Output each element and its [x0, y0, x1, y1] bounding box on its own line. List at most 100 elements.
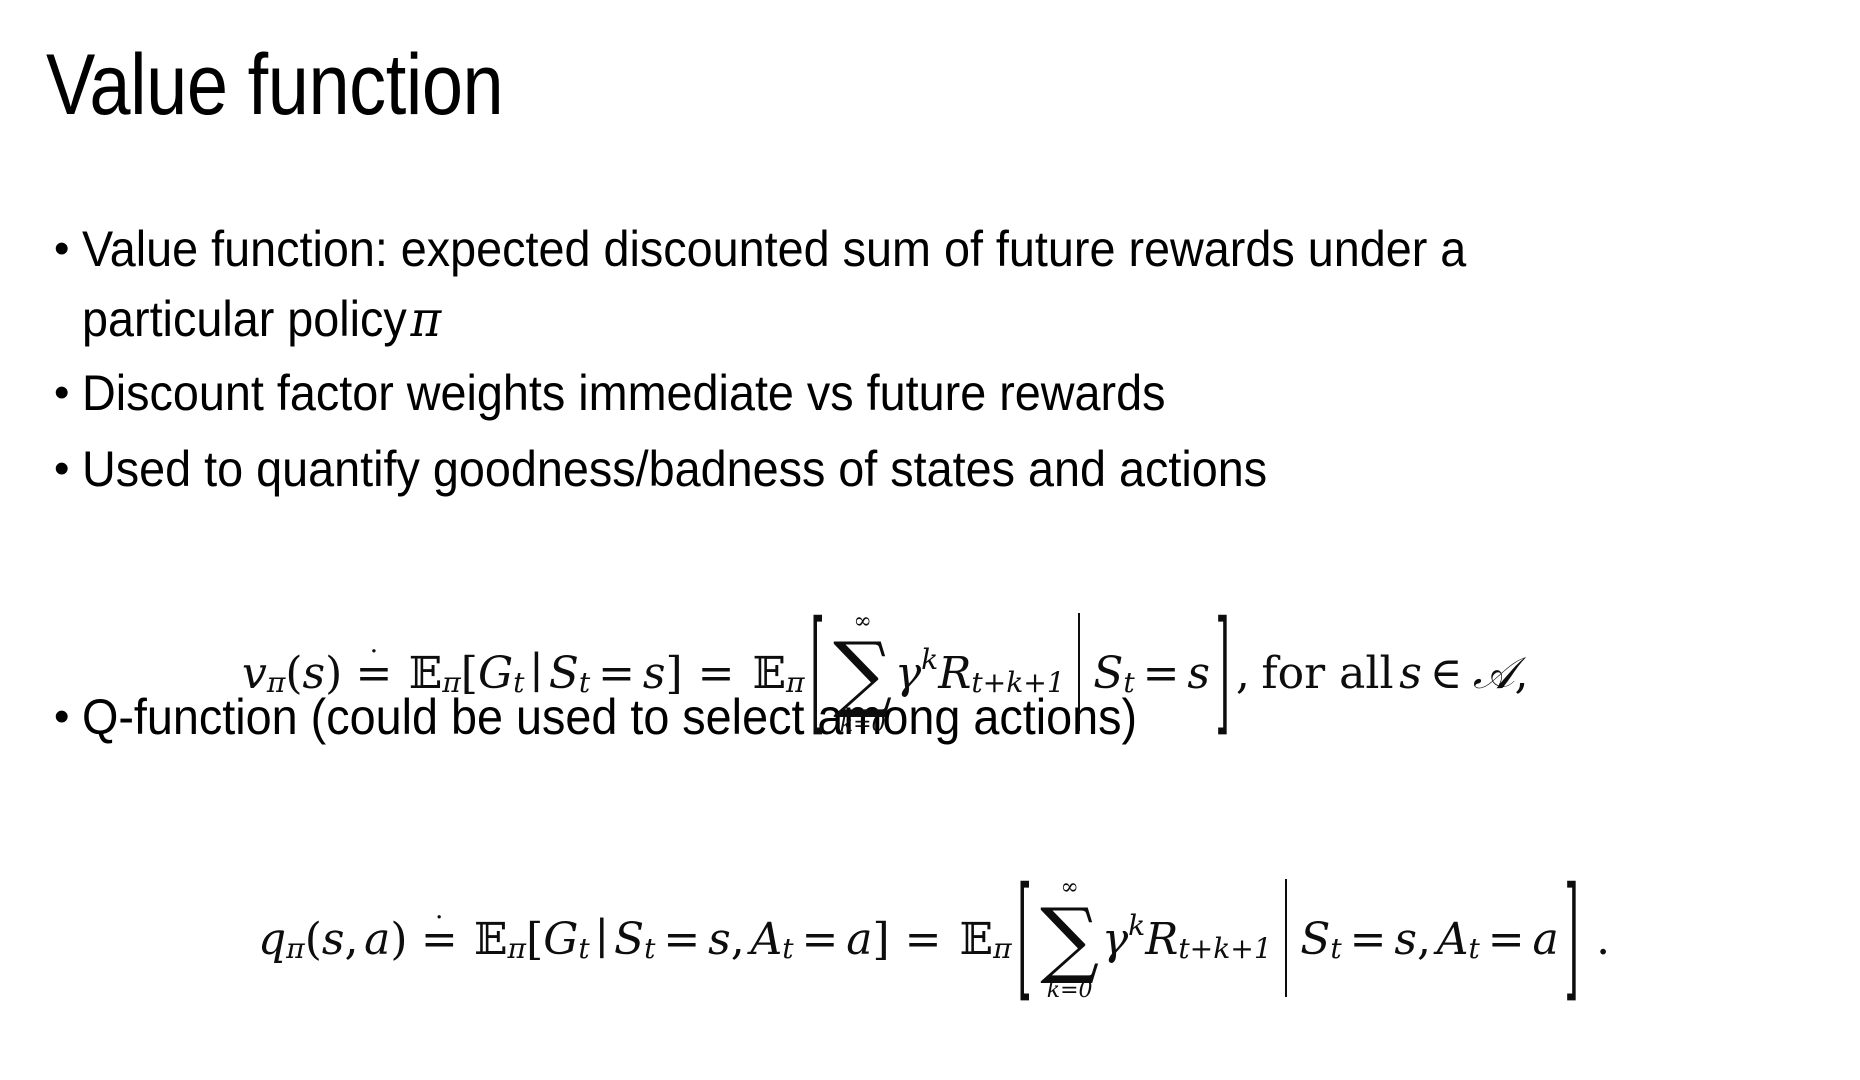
eq1-lparen: (	[285, 648, 303, 700]
eq1-S3-sub-t: t	[1123, 665, 1135, 699]
eq1-comma: ,	[1235, 648, 1250, 700]
eq2-A3: A	[1436, 914, 1469, 966]
eq2-E-sub-pi: π	[507, 931, 527, 965]
eq1-summation: ∞ ∑ k=0	[833, 611, 892, 736]
eq2-a: a	[364, 914, 391, 966]
page-title: Value function	[46, 37, 504, 133]
bullet-marker-icon: •	[54, 444, 70, 493]
eq2-comma3: ,	[1416, 914, 1431, 966]
eq2-comma2: ,	[730, 914, 745, 966]
eq1-S: S	[548, 648, 579, 700]
bullet-3-text: Used to quantify goodness/badness of sta…	[82, 441, 1268, 497]
list-item: • Q-function (could be used to select am…	[40, 682, 1830, 752]
eq2-period: .	[1596, 914, 1611, 966]
eq2-eq2: =	[801, 914, 839, 966]
eq1-S3: S	[1093, 648, 1124, 700]
eq2-G: G	[543, 914, 579, 966]
eq2-gamma-exponent-k: k	[1128, 908, 1146, 942]
bullet-2-text: Discount factor weights immediate vs fut…	[82, 365, 1166, 421]
eq2-rparen: )	[390, 914, 408, 966]
eq1-lbracket: [	[460, 648, 478, 700]
eq1-mid: ∣	[530, 648, 543, 700]
eq1-sum-lower-limit: k=0	[839, 711, 886, 737]
bullet-list: • Value function: expected discounted su…	[40, 214, 1830, 758]
eq2-s: s	[321, 914, 345, 966]
eq1-G: G	[477, 648, 514, 700]
eq1-E-sub-pi: π	[442, 665, 461, 699]
bullet-1-line-2-prefix: particular policy	[82, 291, 407, 347]
eq1-big-lbracket: [	[810, 594, 825, 750]
eq1-element-of-icon: ∈	[1429, 648, 1463, 700]
eq2-sum-lower-limit: k=0	[1046, 977, 1093, 1003]
eq2-eq3: =	[1349, 914, 1387, 966]
eq1-rparen: )	[325, 648, 343, 700]
eq2-A3-sub-t: t	[1468, 931, 1480, 965]
list-item: • Value function: expected discounted su…	[40, 214, 1830, 354]
eq1-s4: s	[1399, 648, 1422, 700]
eq2-A-sub-t: t	[782, 931, 794, 965]
bullet-1-line-2: particular policyπ	[82, 284, 1716, 354]
eq2-expectation-E: 𝔼	[474, 914, 508, 966]
eq2-doteq-icon: · =	[420, 901, 458, 966]
eq1-for-all-text: for all	[1261, 648, 1394, 700]
eq2-s2: s	[708, 914, 731, 966]
pi-symbol: π	[410, 290, 442, 348]
list-item: • Used to quantify goodness/badness of s…	[40, 434, 1830, 504]
eq2-E2-sub-pi: π	[993, 931, 1012, 965]
eq2-big-lbracket: [	[1017, 860, 1032, 1016]
eq2-R: R	[1145, 914, 1179, 966]
bullet-marker-icon: •	[54, 692, 70, 741]
eq2-S3: S	[1300, 914, 1331, 966]
eq1-s: s	[302, 648, 326, 700]
eq1-eq: =	[598, 648, 635, 700]
eq1-eq3: =	[1142, 648, 1180, 700]
list-item: • Discount factor weights immediate vs f…	[40, 358, 1830, 428]
eq2-s3: s	[1394, 914, 1417, 966]
bullet-1-text: Value function: expected discounted sum …	[82, 214, 1716, 354]
eq2-gamma: γ	[1101, 914, 1129, 966]
bullet-marker-icon: •	[54, 368, 70, 417]
eq2-summation: ∞ ∑ k=0	[1040, 877, 1099, 1002]
eq1-gamma: γ	[894, 648, 922, 700]
eq2-eq4: =	[1487, 914, 1525, 966]
eq1-E2-sub-pi: π	[786, 665, 805, 699]
eq1-conditioning-bar	[1078, 613, 1080, 732]
eq1-v: v	[242, 648, 267, 700]
eq1-big-rbracket: ]	[1215, 594, 1231, 750]
bullet-4-text: Q-function (could be used to select amon…	[82, 689, 1138, 745]
eq1-expectation-E: 𝔼	[408, 648, 443, 700]
eq2-a3: a	[1532, 914, 1559, 966]
eq1-s3: s	[1187, 648, 1210, 700]
eq1-equals: =	[697, 648, 735, 700]
eq2-S3-sub-t: t	[1330, 931, 1342, 965]
eq1-sigma-icon: ∑	[833, 623, 893, 721]
eq1-sum-upper-limit: ∞	[853, 609, 872, 634]
eq1-doteq-icon: · =	[355, 635, 393, 700]
eq1-gamma-exponent-k: k	[921, 642, 939, 676]
eq2-expectation-E2: 𝔼	[959, 914, 994, 966]
eq1-state-space-S: 𝒜	[1472, 648, 1515, 700]
eq2-conditioning-bar	[1285, 879, 1288, 998]
eq2-G-sub-t: t	[578, 931, 590, 965]
eq1-S-sub-t: t	[578, 665, 591, 699]
eq2-q-sub-pi: π	[286, 931, 305, 965]
eq1-R: R	[938, 648, 972, 700]
eq1-R-subscript: t+k+1	[971, 665, 1065, 699]
eq2-S: S	[613, 914, 645, 966]
eq2-sigma-icon: ∑	[1040, 889, 1100, 987]
eq1-expectation-E2: 𝔼	[752, 648, 787, 700]
eq2-lbracket: [	[526, 914, 544, 966]
eq2-lparen: (	[304, 914, 322, 966]
eq2-S-sub-t: t	[644, 931, 656, 965]
eq2-eq1: =	[663, 914, 701, 966]
eq2-sum-upper-limit: ∞	[1060, 875, 1079, 900]
eq1-v-sub-pi: π	[266, 665, 286, 699]
eq2-rbracket: ]	[872, 914, 890, 966]
eq2-mid: ∣	[595, 914, 609, 966]
eq2-A: A	[750, 914, 783, 966]
eq1-G-sub-t: t	[513, 665, 525, 699]
eq2-q: q	[258, 914, 287, 966]
